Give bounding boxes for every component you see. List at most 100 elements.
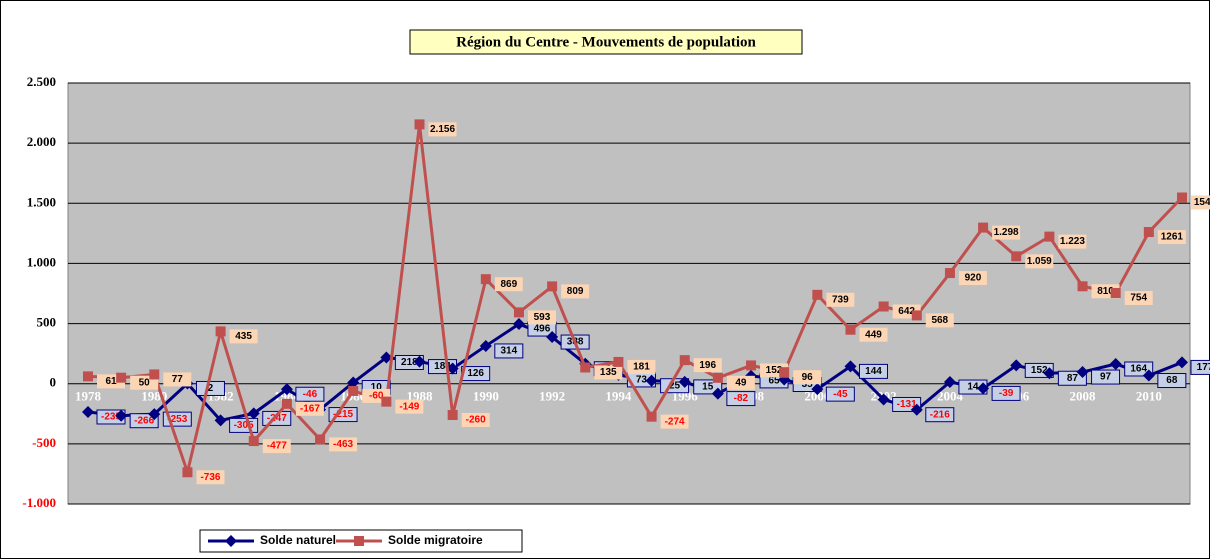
data-label: 2.156 (430, 124, 455, 135)
title-box (409, 29, 803, 55)
marker (1109, 357, 1122, 370)
data-label-box (793, 370, 822, 385)
data-label: 87 (1067, 373, 1079, 384)
data-label: -477 (267, 441, 287, 452)
marker (877, 393, 890, 406)
data-label: -131 (897, 399, 917, 410)
y-tick-label: 0 (50, 375, 57, 390)
marker (247, 407, 260, 420)
marker (116, 372, 127, 383)
data-label: 25 (669, 380, 681, 391)
data-label: -305 (234, 420, 254, 431)
data-label: 152 (766, 365, 783, 376)
data-label: 449 (865, 329, 882, 340)
marker (645, 374, 658, 387)
marker (1011, 251, 1022, 262)
marker (83, 371, 93, 382)
data-label: -215 (333, 409, 353, 420)
data-label-box (991, 385, 1021, 401)
data-label: -247 (267, 413, 287, 424)
data-label-box (859, 327, 888, 342)
marker (414, 119, 425, 130)
data-label: 77 (172, 374, 184, 385)
marker (977, 382, 990, 395)
data-label: 164 (1130, 364, 1147, 375)
data-label-box (1025, 254, 1054, 269)
marker (281, 398, 292, 409)
marker (447, 409, 458, 420)
data-label: 152 (1031, 365, 1048, 376)
data-label: 135 (600, 367, 617, 378)
x-tick-label: 1992 (539, 389, 565, 404)
data-label-box (1190, 359, 1210, 375)
data-label: 1261 (1161, 232, 1184, 243)
data-label-box (1157, 373, 1187, 389)
data-label: 181 (633, 362, 650, 373)
data-label: 1.059 (1027, 256, 1052, 267)
data-label: 73 (636, 375, 648, 386)
data-label-box (196, 470, 225, 485)
data-label-box (825, 386, 855, 402)
data-label-box (925, 407, 955, 423)
data-label-box (428, 122, 457, 137)
marker (746, 360, 757, 371)
marker (911, 310, 922, 321)
data-label-box (627, 359, 656, 374)
data-label: 15 (702, 382, 714, 393)
data-label: 35 (802, 379, 814, 390)
data-label: 144 (865, 366, 882, 377)
marker (1177, 192, 1187, 203)
marker (148, 408, 161, 421)
data-label-box (229, 329, 258, 344)
x-tick-label: 1978 (75, 389, 102, 404)
x-tick-label: 2000 (804, 389, 830, 404)
y-tick-label: 2.500 (27, 74, 56, 89)
data-label: 435 (235, 331, 252, 342)
marker (182, 467, 193, 478)
marker (347, 376, 360, 389)
marker (479, 339, 492, 352)
marker (115, 409, 128, 422)
marker (878, 301, 889, 312)
legend-marker (225, 535, 237, 547)
marker (280, 383, 293, 396)
marker (315, 434, 326, 445)
data-label: 1.223 (1060, 236, 1085, 247)
marker (82, 405, 94, 418)
data-label-box (826, 292, 855, 307)
y-tick-label: 1.000 (27, 254, 56, 269)
data-label-box (858, 363, 888, 379)
data-label: 14 (967, 382, 979, 393)
data-label: -274 (665, 416, 685, 427)
marker (944, 268, 955, 279)
legend-label: Solde naturel (260, 533, 336, 547)
marker (149, 369, 160, 380)
marker (215, 326, 226, 337)
data-label-box (329, 437, 358, 452)
marker (844, 360, 857, 373)
data-label-box (527, 310, 556, 325)
marker (380, 351, 393, 364)
data-label: 1548 (1194, 197, 1210, 208)
data-label: 754 (1130, 293, 1147, 304)
data-label-box (693, 379, 723, 395)
data-label-box (726, 375, 755, 390)
data-label: -46 (303, 389, 318, 400)
data-label: 218 (401, 357, 418, 368)
data-label: -60 (369, 391, 384, 402)
data-label-box (1124, 361, 1154, 377)
data-label: 739 (832, 294, 849, 305)
marker (348, 385, 359, 396)
chart-title: Région du Centre - Mouvements de populat… (456, 34, 756, 50)
marker (1143, 227, 1154, 238)
data-label: 177 (1197, 362, 1210, 373)
data-label-box (129, 413, 159, 429)
data-label: 314 (500, 346, 517, 357)
y-tick-label: 2.000 (27, 134, 56, 149)
data-label: 642 (898, 306, 915, 317)
data-label: -736 (200, 472, 220, 483)
data-label: 68 (1166, 375, 1178, 386)
data-label-box (1191, 195, 1210, 210)
marker (811, 383, 824, 396)
data-label: 496 (534, 324, 551, 335)
